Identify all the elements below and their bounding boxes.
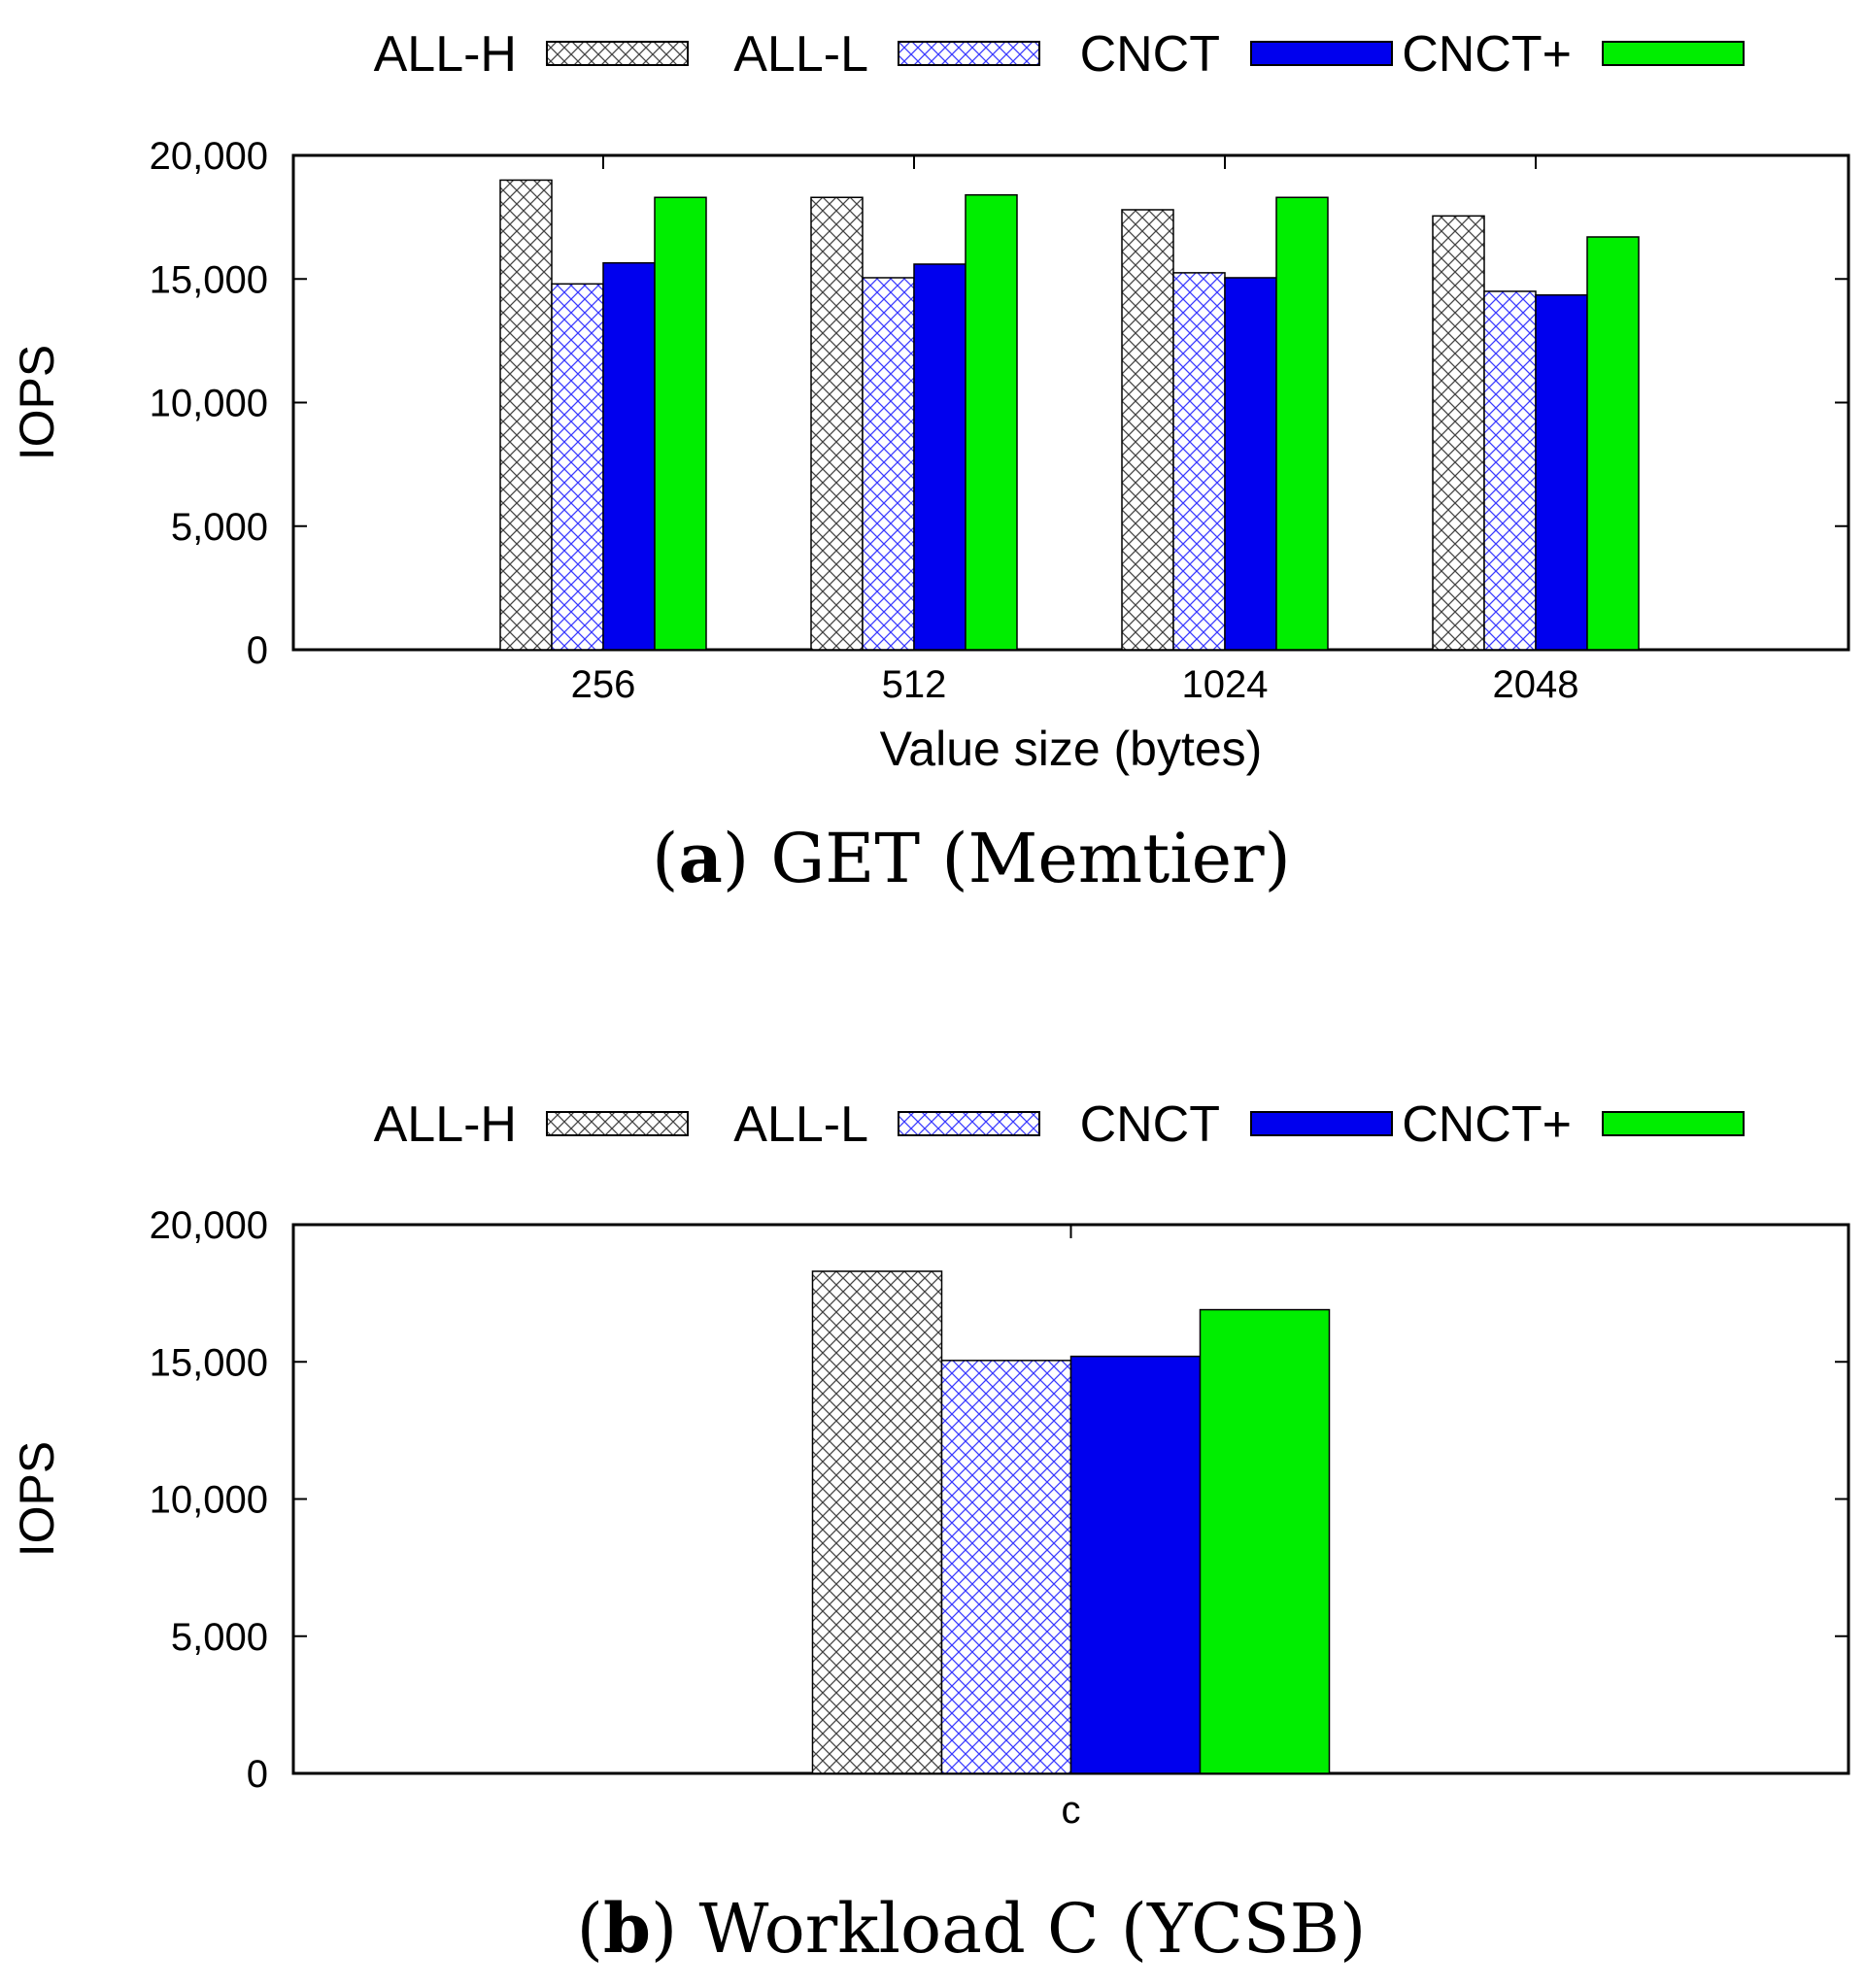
x-axis-label: Value size (bytes): [880, 722, 1263, 776]
bar-cnct-2048: [1535, 294, 1588, 651]
legend-swatch: [1602, 41, 1745, 66]
legend-swatch: [898, 1111, 1040, 1136]
legend-label: ALL-L: [733, 26, 868, 83]
legend-label: ALL-L: [733, 1096, 868, 1153]
bar-all-l-c: [940, 1360, 1072, 1774]
y-tick-label: 20,000: [150, 135, 268, 178]
caption-tag: b: [603, 1888, 651, 1969]
legend-label: CNCT: [1080, 26, 1220, 83]
x-tick-label: 256: [571, 663, 636, 706]
x-tick-label: 1024: [1182, 663, 1269, 706]
bar-cnct-c: [1069, 1355, 1202, 1774]
x-axis: 256 512 1024 2048: [571, 155, 1579, 706]
y-tick-label: 0: [247, 1753, 268, 1796]
bar-all-h-2048: [1432, 215, 1485, 651]
bar-all-l-256: [551, 283, 604, 651]
legend: ALL-H ALL-L CNCT CNCT+: [374, 1096, 1745, 1153]
y-tick-label: 5,000: [171, 1616, 268, 1659]
y-tick-label: 5,000: [171, 506, 268, 549]
bar-all-h-512: [810, 196, 864, 651]
legend-label: CNCT: [1080, 1096, 1220, 1153]
bar-cnct-256: [602, 261, 656, 651]
y-tick-label: 15,000: [150, 258, 268, 301]
y-axis-label: IOPS: [10, 1441, 64, 1557]
caption: (b) Workload C (YCSB): [577, 1888, 1367, 1969]
bar-cnct-512: [913, 263, 966, 651]
bar-all-l-512: [862, 277, 915, 651]
legend-swatch: [546, 1111, 689, 1136]
legend: ALL-H ALL-L CNCT CNCT+: [374, 26, 1745, 83]
legend-swatch: [546, 41, 689, 66]
bar-all-h-c: [811, 1270, 943, 1774]
y-axis: 0 5,000 10,000 15,000 20,000: [150, 135, 1848, 672]
x-tick-label: 2048: [1493, 663, 1579, 706]
bar-all-l-2048: [1483, 290, 1537, 651]
caption-tag: a: [678, 818, 722, 898]
bar-cnct-plus-c: [1199, 1308, 1331, 1774]
bar-cnct-plus-2048: [1586, 236, 1640, 651]
bars: [499, 179, 1640, 651]
bar-cnct-1024: [1224, 277, 1277, 651]
y-axis: 0 5,000 10,000 15,000 20,000: [150, 1204, 1848, 1796]
y-tick-label: 20,000: [150, 1204, 268, 1247]
legend-swatch: [1602, 1111, 1745, 1136]
legend-swatch: [1250, 1111, 1393, 1136]
y-tick-label: 10,000: [150, 1479, 268, 1522]
bar-all-h-256: [499, 179, 553, 651]
legend-label: ALL-H: [374, 26, 517, 83]
bar-all-h-1024: [1121, 209, 1174, 651]
bar-all-l-1024: [1172, 272, 1226, 651]
legend-swatch: [898, 41, 1040, 66]
bar-cnct-plus-512: [965, 193, 1018, 651]
bar-cnct-plus-1024: [1275, 196, 1329, 651]
legend-label: CNCT+: [1402, 1096, 1572, 1153]
y-tick-label: 10,000: [150, 383, 268, 425]
y-tick-label: 0: [247, 629, 268, 672]
legend-label: ALL-H: [374, 1096, 517, 1153]
bars: [811, 1270, 1331, 1774]
caption: (a) GET (Memtier): [652, 818, 1291, 898]
y-tick-label: 15,000: [150, 1341, 268, 1384]
chart-panel-a: ALL-H ALL-L CNCT CNCT+ 0 5,000 10,000 15,000 20…: [10, 26, 1850, 898]
legend-swatch: [1250, 41, 1393, 66]
caption-text: Workload C (YCSB): [698, 1889, 1366, 1969]
y-axis-label: IOPS: [10, 345, 64, 460]
bar-cnct-plus-256: [654, 196, 707, 651]
legend-label: CNCT+: [1402, 26, 1572, 83]
caption-text: GET (Memtier): [770, 819, 1290, 898]
x-tick-label: 512: [882, 663, 947, 706]
chart-panel-b: ALL-H ALL-L CNCT CNCT+ 0 5,000 10,000 15,000 20…: [10, 1096, 1850, 1969]
x-tick-label: c: [1062, 1789, 1081, 1832]
